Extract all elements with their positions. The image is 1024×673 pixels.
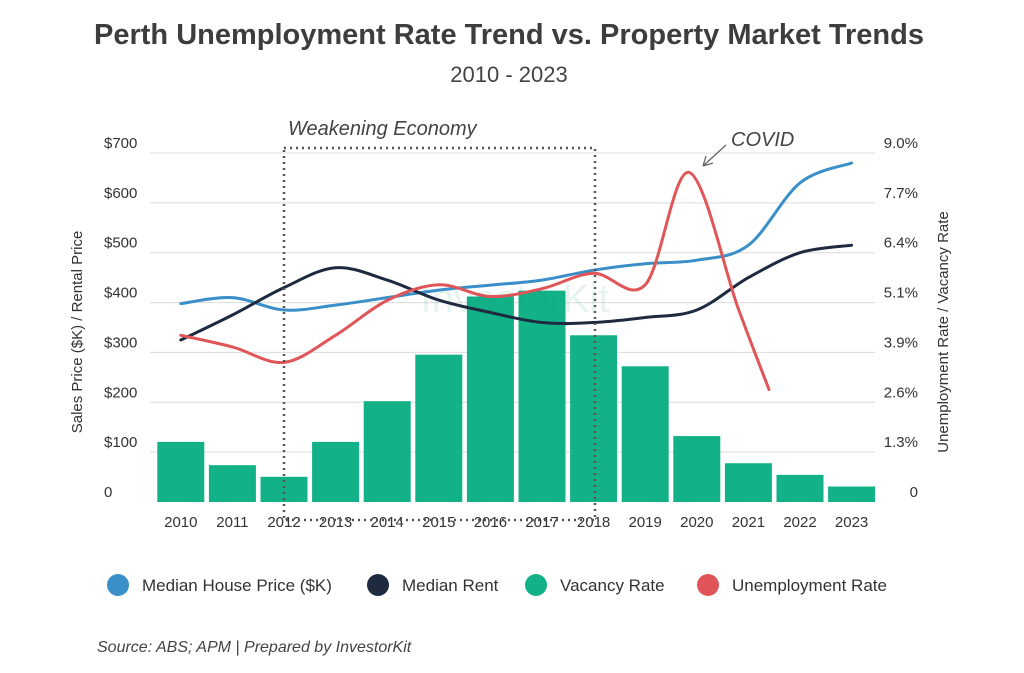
vacancy-bar xyxy=(466,296,514,502)
legend-marker xyxy=(107,574,129,596)
right-axis-ticks: 0 1.3% 2.6% 3.9% 5.1% 6.4% 7.7% 9.0% xyxy=(884,135,918,501)
x-tick-label: 2016 xyxy=(474,514,507,531)
x-tick-label: 2022 xyxy=(783,514,816,531)
x-tick-label: 2017 xyxy=(525,514,558,531)
legend-label: Unemployment Rate xyxy=(732,576,887,595)
right-tick-label: 7.7% xyxy=(884,185,918,202)
left-tick-label: $100 xyxy=(104,434,137,451)
x-axis-ticks: 2010 2011 2012 2013 2014 2015 2016 2017 2018 2019… xyxy=(164,514,868,531)
x-tick-label: 2013 xyxy=(319,514,352,531)
vacancy-bar xyxy=(518,290,566,502)
right-tick-label: 6.4% xyxy=(884,235,918,252)
legend: Median House Price ($K) Median Rent Vacanc… xyxy=(107,574,887,596)
left-tick-label: $300 xyxy=(104,334,137,351)
left-tick-label: 0 xyxy=(104,484,112,501)
x-tick-label: 2021 xyxy=(732,514,765,531)
right-tick-label: 3.9% xyxy=(884,334,918,351)
vacancy-bar xyxy=(312,441,360,502)
vacancy-bar xyxy=(415,354,463,502)
right-tick-label: 2.6% xyxy=(884,384,918,401)
x-tick-label: 2019 xyxy=(629,514,662,531)
vacancy-bar xyxy=(828,486,876,502)
x-tick-label: 2015 xyxy=(422,514,455,531)
chart-title: Perth Unemployment Rate Trend vs. Proper… xyxy=(94,19,924,51)
legend-marker xyxy=(367,574,389,596)
series-lines xyxy=(179,161,854,391)
left-axis-ticks: 0 $100 $200 $300 $400 $500 $600 $700 xyxy=(104,135,137,501)
source-note: Source: ABS; APM | Prepared by InvestorK… xyxy=(97,639,412,656)
left-axis-label: Sales Price ($K) / Rental Price xyxy=(69,231,86,434)
vacancy-bar xyxy=(570,335,618,502)
x-tick-label: 2011 xyxy=(216,514,248,531)
vacancy-bar xyxy=(776,474,824,502)
median-house-price-k-line xyxy=(179,161,854,312)
left-tick-label: $600 xyxy=(104,185,137,202)
x-tick-label: 2023 xyxy=(835,514,868,531)
vacancy-bar xyxy=(621,366,669,502)
median-rent-line xyxy=(179,243,854,342)
x-tick-label: 2010 xyxy=(164,514,197,531)
vacancy-bar xyxy=(157,441,205,502)
right-tick-label: 1.3% xyxy=(884,434,918,451)
legend-marker xyxy=(697,574,719,596)
right-tick-label: 5.1% xyxy=(884,285,918,302)
unemployment-rate-line xyxy=(179,170,771,391)
vacancy-bar xyxy=(673,436,721,502)
covid-label: COVID xyxy=(731,129,794,151)
covid-arrow xyxy=(702,144,727,167)
vacancy-bar xyxy=(208,465,256,502)
right-tick-label: 9.0% xyxy=(884,135,918,152)
left-tick-label: $500 xyxy=(104,235,137,252)
x-tick-label: 2014 xyxy=(371,514,404,531)
legend-marker xyxy=(525,574,547,596)
legend-label: Median Rent xyxy=(402,576,499,595)
vacancy-bar xyxy=(724,463,772,502)
left-tick-label: $700 xyxy=(104,135,137,152)
covid-arrowhead xyxy=(702,155,714,167)
x-tick-label: 2012 xyxy=(267,514,300,531)
legend-label: Vacancy Rate xyxy=(560,576,665,595)
x-tick-label: 2020 xyxy=(680,514,713,531)
chart-subtitle: 2010 - 2023 xyxy=(450,62,567,87)
legend-label: Median House Price ($K) xyxy=(142,576,332,595)
right-tick-label: 0 xyxy=(910,484,918,501)
x-tick-label: 2018 xyxy=(577,514,610,531)
vacancy-bars xyxy=(157,290,876,502)
right-axis-label: Unemployment Rate / Vacancy Rate xyxy=(935,211,952,453)
left-tick-label: $200 xyxy=(104,384,137,401)
vacancy-bar xyxy=(363,401,411,502)
weakening-economy-label: Weakening Economy xyxy=(288,118,478,140)
left-tick-label: $400 xyxy=(104,285,137,302)
annotations: Weakening Economy COVID xyxy=(282,118,794,522)
